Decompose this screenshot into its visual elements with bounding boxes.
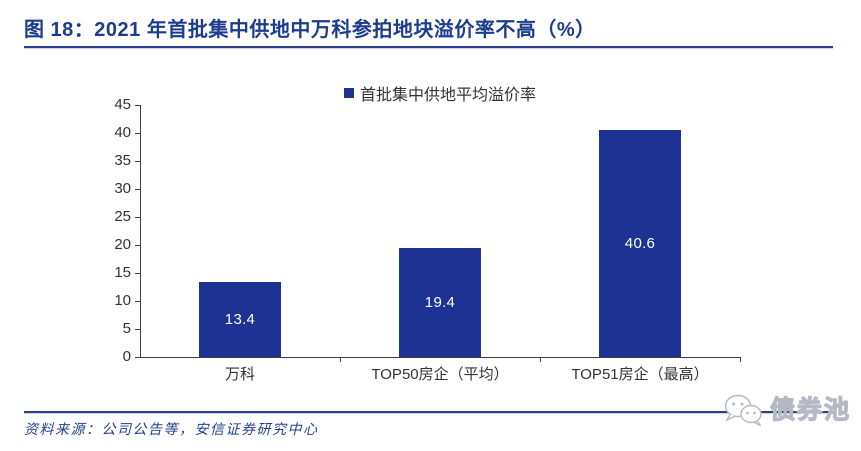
bar: 19.4	[399, 248, 481, 357]
y-tick-label: 15	[114, 264, 131, 281]
x-category-label: 万科	[224, 366, 255, 383]
source-note: 资料来源：公司公告等，安信证券研究中心	[24, 422, 319, 438]
y-tick-mark	[135, 133, 140, 134]
y-tick-label: 20	[114, 236, 131, 253]
y-tick-mark	[135, 273, 140, 274]
y-tick-mark	[135, 245, 140, 246]
legend-label: 首批集中供地平均溢价率	[359, 87, 536, 104]
bar: 13.4	[199, 282, 281, 357]
x-category-label: TOP50房企（平均）	[371, 366, 509, 383]
y-tick-label: 10	[114, 292, 131, 309]
bar-value-label: 19.4	[424, 294, 456, 311]
y-axis-line	[140, 105, 141, 357]
y-tick-label: 5	[122, 320, 131, 337]
x-tick-mark	[740, 357, 741, 362]
y-tick-mark	[135, 301, 140, 302]
bar: 40.6	[599, 130, 681, 357]
chart-legend: 首批集中供地平均溢价率	[140, 81, 740, 105]
y-tick-mark	[135, 161, 140, 162]
y-tick-mark	[135, 329, 140, 330]
y-tick-mark	[135, 357, 140, 358]
y-tick-label: 25	[114, 208, 131, 225]
legend-square-marker-icon	[343, 88, 354, 98]
bar-value-label: 13.4	[224, 311, 256, 328]
y-tick-label: 30	[114, 180, 131, 197]
x-tick-mark	[340, 357, 341, 362]
watermark: 债券池	[722, 390, 852, 430]
wechat-icon	[724, 394, 762, 427]
x-axis-line	[140, 357, 741, 358]
bar-value-label: 40.6	[624, 235, 656, 252]
y-tick-label: 0	[122, 348, 131, 365]
y-tick-label: 45	[114, 96, 131, 113]
title-separator-line	[24, 46, 833, 49]
watermark-text: 债券池	[769, 395, 852, 424]
y-tick-label: 35	[114, 152, 131, 169]
y-tick-mark	[135, 217, 140, 218]
y-tick-mark	[135, 189, 140, 190]
y-tick-mark	[135, 105, 140, 106]
x-tick-mark	[540, 357, 541, 362]
x-category-label: TOP51房企（最高）	[571, 366, 709, 383]
figure-title: 图 18：2021 年首批集中供地中万科参拍地块溢价率不高（%）	[24, 19, 596, 41]
footer-separator-line	[24, 411, 834, 414]
y-tick-label: 40	[114, 124, 131, 141]
